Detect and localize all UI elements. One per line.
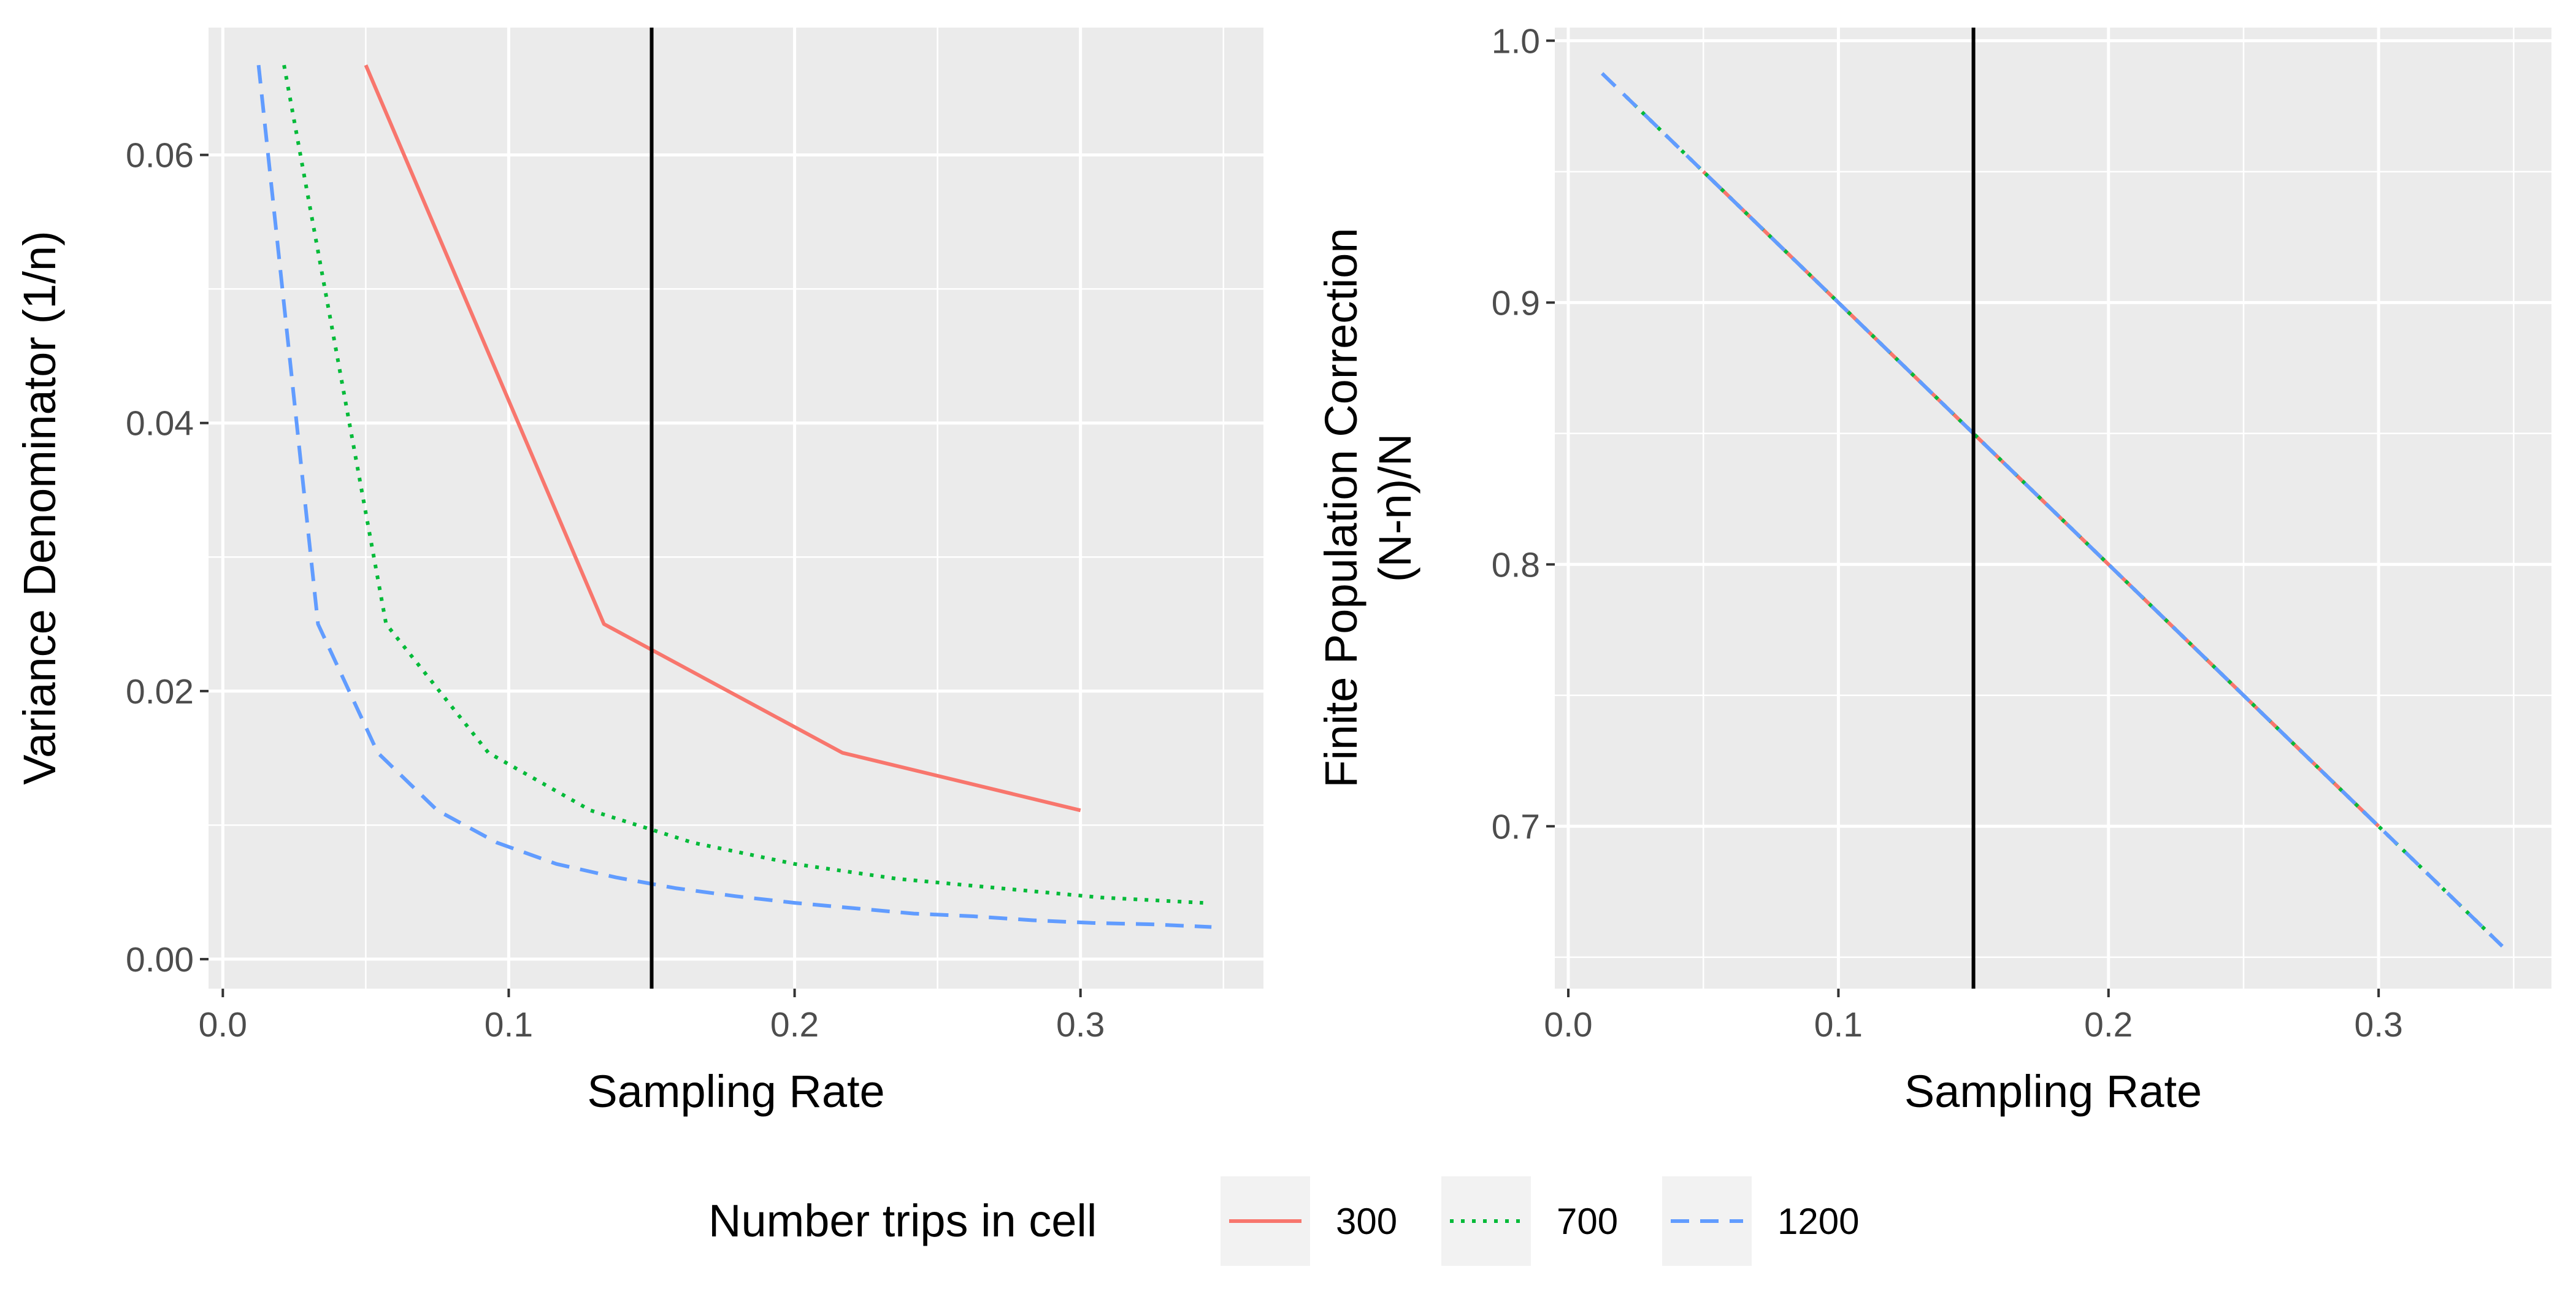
y-tick-label: 0.02 xyxy=(126,672,194,711)
y-tick-label: 1.0 xyxy=(1492,21,1540,61)
x-tick-label: 0.0 xyxy=(199,1005,247,1044)
x-tick-label: 0.3 xyxy=(2355,1005,2403,1044)
x-axis-title: Sampling Rate xyxy=(1904,1066,2202,1117)
series-line-1200 xyxy=(256,64,1212,929)
y-axis-title-line: Finite Population Correction xyxy=(1316,228,1367,787)
y-tick-label: 0.9 xyxy=(1492,283,1540,323)
y-tick-label: 0.06 xyxy=(126,136,194,175)
y-tick-label: 0.00 xyxy=(126,940,194,979)
x-tick-label: 0.1 xyxy=(1814,1005,1863,1044)
left-panel: 0.0 0.1 0.2 0.3 0.00 0.02 0.04 0.06 Sampling Rat… xyxy=(14,28,1263,1117)
y-axis-title-line: Variance Denominator (1/n) xyxy=(14,231,65,785)
x-axis-title: Sampling Rate xyxy=(587,1066,884,1117)
y-axis-title-line: (N-n)/N xyxy=(1370,434,1420,583)
legend-title: Number trips in cell xyxy=(708,1195,1097,1246)
y-tick-label: 0.7 xyxy=(1492,807,1540,846)
y-tick-label: 0.04 xyxy=(126,404,194,443)
y-tick-label: 0.8 xyxy=(1492,545,1540,584)
legend: Number trips in cell 300 700 1200 xyxy=(708,1176,1859,1266)
y-axis-title: Variance Denominator (1/n) xyxy=(14,231,65,785)
series-line-300 xyxy=(364,64,1081,813)
y-axis-title: Finite Population Correction(N-n)/N xyxy=(1316,228,1420,787)
x-tick-label: 0.2 xyxy=(770,1005,819,1044)
x-tick-label: 0.3 xyxy=(1056,1005,1105,1044)
x-tick-label: 0.2 xyxy=(2084,1005,2133,1044)
series-line-1200 xyxy=(1601,72,2504,948)
panel-background xyxy=(209,28,1263,989)
x-tick-label: 0.0 xyxy=(1544,1005,1592,1044)
right-panel: 0.0 0.1 0.2 0.3 0.7 0.8 0.9 1.0 Sampling Rate Fin… xyxy=(1316,21,2551,1117)
x-tick-label: 0.1 xyxy=(485,1005,533,1044)
legend-label-1200: 1200 xyxy=(1777,1201,1859,1242)
legend-label-300: 300 xyxy=(1336,1201,1397,1242)
legend-label-700: 700 xyxy=(1557,1201,1618,1242)
